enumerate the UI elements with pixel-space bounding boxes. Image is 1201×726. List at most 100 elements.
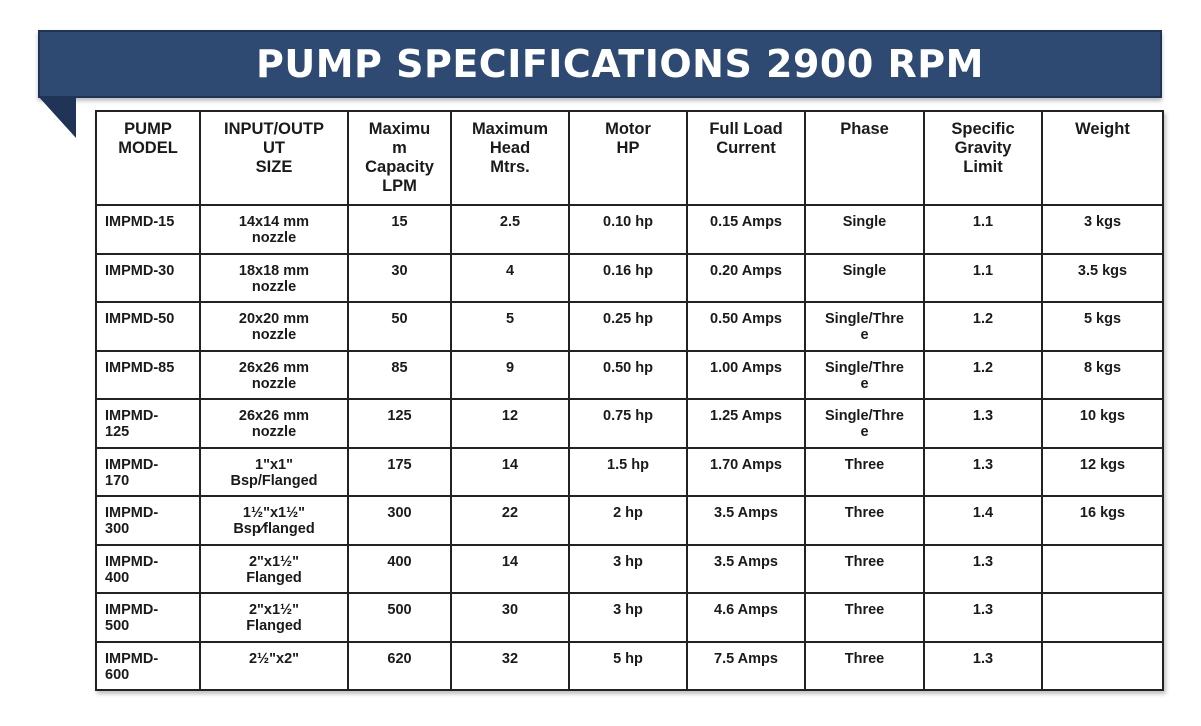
cell-text-line: 170 — [105, 472, 130, 489]
header-text-line: Phase — [840, 120, 889, 138]
cell-model: IMPMD- 600 — [95, 640, 201, 691]
cell-text-line: 20x20 mm — [238, 311, 310, 327]
cell-text-line: IMPMD- — [105, 553, 159, 570]
table-row: IMPMD- 400 2"x1½" Flanged 400 14 3 hp 3.5 Amps T… — [95, 543, 1164, 594]
cell-current: 0.20 Amps — [686, 252, 806, 303]
header-text-line: PUMP — [124, 120, 172, 138]
cell-text-line: 14x14 mm — [238, 214, 310, 230]
header-text-line: Motor — [605, 120, 651, 138]
cell-head: 14 — [450, 446, 570, 497]
cell-size: 26x26 mm nozzle — [199, 398, 349, 449]
cell-model: IMPMD- 400 — [95, 543, 201, 594]
cell-size: 2"x1½" Flanged — [199, 592, 349, 643]
cell-phase: Three — [804, 446, 925, 497]
cell-gravity: 1.3 — [923, 398, 1043, 449]
table-row: IMPMD-85 26x26 mm nozzle 85 9 0.50 hp 1.00 Amp… — [95, 349, 1164, 400]
cell-text-line: 500 — [105, 618, 130, 634]
cell-text-line: 18x18 mm — [238, 262, 310, 279]
header-text-line: Capacity — [365, 158, 434, 176]
cell-model: IMPMD-15 — [95, 204, 201, 255]
cell-text-line: IMPMD-50 — [105, 311, 175, 327]
cell-current: 0.15 Amps — [686, 204, 806, 255]
cell-gravity: 1.2 — [923, 349, 1043, 400]
header-text-line: m — [392, 139, 407, 157]
cell-model: IMPMD- 300 — [95, 495, 201, 546]
header-input-output-size: INPUT/OUTP UT SIZE — [199, 110, 349, 206]
header-text-line: Mtrs. — [490, 158, 530, 176]
cell-text-line: Single — [842, 214, 887, 230]
cell-head: 9 — [450, 349, 570, 400]
cell-text-line: 2"x1½" — [248, 602, 300, 618]
cell-gravity: 1.3 — [923, 543, 1043, 594]
cell-size: 1"x1" Bsp/Flanged — [199, 446, 349, 497]
cell-gravity: 1.2 — [923, 301, 1043, 352]
header-text-line: Weight — [1075, 120, 1130, 138]
cell-gravity: 1.1 — [923, 204, 1043, 255]
cell-phase: Single/Thre e — [804, 301, 925, 352]
table-body: IMPMD-15 14x14 mm nozzle 15 2.5 0.10 hp 0.15 A… — [95, 204, 1164, 691]
header-text-line: Specific — [951, 120, 1015, 138]
cell-size: 18x18 mm nozzle — [199, 252, 349, 303]
cell-weight: 3 kgs — [1041, 204, 1164, 255]
cell-head: 14 — [450, 543, 570, 594]
cell-weight: 12 kgs — [1041, 446, 1164, 497]
cell-text-line: e — [860, 327, 869, 343]
cell-capacity: 175 — [347, 446, 452, 497]
cell-current: 0.50 Amps — [686, 301, 806, 352]
cell-text-line: Three — [844, 505, 885, 521]
cell-phase: Three — [804, 640, 925, 691]
cell-head: 22 — [450, 495, 570, 546]
cell-text-line: IMPMD-85 — [105, 359, 175, 376]
header-max-capacity: Maximu m Capacity LPM — [347, 110, 452, 206]
table-row: IMPMD- 600 2½"x2" 620 32 5 hp 7.5 Amps Three 1.3 — [95, 640, 1164, 691]
cell-text-line: 2"x1½" — [248, 553, 300, 570]
cell-text-line: IMPMD- — [105, 505, 159, 521]
cell-phase: Three — [804, 495, 925, 546]
header-text-line: Head — [489, 139, 531, 157]
cell-text-line: 300 — [105, 521, 130, 537]
cell-model: IMPMD-30 — [95, 252, 201, 303]
cell-text-line: e — [860, 375, 869, 392]
banner-fold-decoration — [38, 96, 78, 140]
cell-size: 2"x1½" Flanged — [199, 543, 349, 594]
cell-hp: 0.16 hp — [568, 252, 688, 303]
pump-specifications-table: PUMP MODEL INPUT/OUTP UT SIZE Maximu m Capacity… — [95, 110, 1164, 691]
cell-text-line: Bsp/Flanged — [230, 472, 318, 489]
cell-text-line: Three — [844, 456, 885, 473]
header-max-head: Maximum Head Mtrs. — [450, 110, 570, 206]
cell-gravity: 1.3 — [923, 640, 1043, 691]
cell-text-line: 26x26 mm — [238, 359, 310, 376]
cell-capacity: 400 — [347, 543, 452, 594]
cell-text-line: nozzle — [251, 424, 297, 440]
table-row: IMPMD- 170 1"x1" Bsp/Flanged 175 14 1.5 hp 1.70… — [95, 446, 1164, 497]
table-row: IMPMD- 500 2"x1½" Flanged 500 30 3 hp 4.6 Amps T… — [95, 592, 1164, 643]
cell-head: 30 — [450, 592, 570, 643]
cell-capacity: 125 — [347, 398, 452, 449]
cell-weight — [1041, 592, 1164, 643]
cell-size: 20x20 mm nozzle — [199, 301, 349, 352]
cell-current: 1.70 Amps — [686, 446, 806, 497]
cell-text-line: nozzle — [251, 375, 297, 392]
cell-text-line: nozzle — [251, 278, 297, 295]
header-phase: Phase — [804, 110, 925, 206]
cell-text-line: 1"x1" — [255, 456, 293, 473]
cell-text-line: Flanged — [246, 618, 302, 634]
cell-head: 32 — [450, 640, 570, 691]
cell-text-line: e — [860, 424, 869, 440]
header-weight: Weight — [1041, 110, 1164, 206]
cell-weight — [1041, 640, 1164, 691]
page-title: PUMP SPECIFICATIONS 2900 RPM — [256, 42, 984, 86]
cell-capacity: 85 — [347, 349, 452, 400]
header-text-line: Gravity — [954, 139, 1012, 157]
cell-capacity: 500 — [347, 592, 452, 643]
cell-size: 2½"x2" — [199, 640, 349, 691]
cell-current: 3.5 Amps — [686, 495, 806, 546]
table-row: IMPMD-15 14x14 mm nozzle 15 2.5 0.10 hp 0.15 A… — [95, 204, 1164, 255]
header-text-line: SIZE — [255, 158, 293, 176]
cell-hp: 2 hp — [568, 495, 688, 546]
cell-text-line: IMPMD-30 — [105, 262, 175, 279]
cell-weight: 10 kgs — [1041, 398, 1164, 449]
cell-hp: 0.75 hp — [568, 398, 688, 449]
cell-hp: 3 hp — [568, 592, 688, 643]
cell-size: 1½"x1½" Bsp⁄flanged — [199, 495, 349, 546]
